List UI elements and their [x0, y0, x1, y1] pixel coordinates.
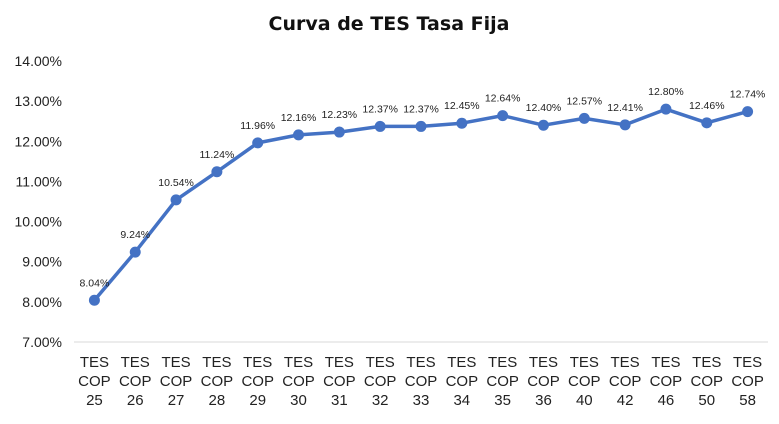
data-label: 11.24% [199, 149, 234, 161]
data-point [497, 110, 509, 122]
x-tick-label: TES COP 40 [568, 354, 601, 409]
data-label: 12.37% [403, 103, 439, 115]
data-label: 12.74% [730, 89, 766, 101]
x-tick-label: TES COP 30 [282, 354, 315, 409]
x-tick-label: TES COP 31 [323, 354, 356, 409]
data-point [170, 194, 182, 206]
chart-title: Curva de TES Tasa Fija [269, 13, 510, 35]
x-tick-label: TES COP 50 [691, 354, 724, 409]
data-label: 12.80% [648, 86, 684, 98]
x-tick-label: TES COP 34 [446, 354, 479, 409]
data-label: 12.41% [607, 102, 643, 114]
x-tick-label: TES COP 26 [119, 354, 152, 409]
data-point [619, 119, 631, 131]
x-tick-label: TES COP 42 [609, 354, 642, 409]
data-label: 12.46% [689, 100, 725, 112]
data-label: 12.23% [322, 109, 358, 121]
data-point [88, 294, 100, 306]
data-point [129, 246, 141, 258]
x-tick-label: TES COP 35 [486, 354, 519, 409]
y-tick-label: 9.00% [22, 254, 62, 270]
data-label: 10.54% [158, 177, 194, 189]
data-point [578, 112, 590, 124]
data-point [456, 117, 468, 129]
y-tick-label: 14.00% [15, 53, 62, 69]
data-label: 12.37% [362, 103, 398, 115]
x-tick-label: TES COP 27 [160, 354, 193, 409]
y-tick-label: 7.00% [22, 334, 62, 350]
data-point [742, 106, 754, 118]
data-point [333, 126, 345, 138]
data-label: 12.40% [526, 102, 562, 114]
y-tick-label: 13.00% [15, 93, 62, 109]
x-tick-label: TES COP 28 [201, 354, 234, 409]
x-tick-label: TES COP 29 [241, 354, 274, 409]
x-tick-label: TES COP 33 [405, 354, 438, 409]
data-label: 12.16% [281, 112, 317, 124]
data-label: 12.57% [566, 95, 602, 107]
x-tick-label: TES COP 58 [731, 354, 764, 409]
series-line [92, 107, 750, 303]
data-label: 8.04% [80, 277, 110, 289]
data-point [252, 137, 264, 149]
x-tick-label: TES COP 46 [650, 354, 683, 409]
data-point [537, 119, 549, 131]
data-label: 9.24% [120, 229, 150, 241]
data-points [88, 103, 754, 306]
data-point [293, 129, 305, 141]
x-tick-label: TES COP 32 [364, 354, 397, 409]
data-point [660, 103, 672, 115]
data-point [211, 166, 223, 178]
x-tick-label: TES COP 36 [527, 354, 560, 409]
y-tick-label: 8.00% [22, 294, 62, 310]
y-tick-label: 11.00% [16, 173, 62, 189]
data-point [374, 120, 386, 132]
data-label: 12.64% [485, 93, 521, 105]
data-labels: 8.04% 9.24% 10.54% 11.24% 11.96% 12.16% 12.23%… [80, 86, 766, 289]
y-tick-label: 10.00% [15, 214, 62, 230]
y-tick-label: 12.00% [15, 133, 62, 149]
data-label: 12.45% [444, 100, 480, 112]
x-tick-label: TES COP 25 [78, 354, 111, 409]
y-axis: 7.00% 8.00% 9.00% 10.00% 11.00% 12.00% 13.00% 1… [15, 53, 62, 350]
data-point [415, 120, 427, 132]
data-point [701, 117, 713, 129]
data-label: 11.96% [240, 120, 275, 132]
